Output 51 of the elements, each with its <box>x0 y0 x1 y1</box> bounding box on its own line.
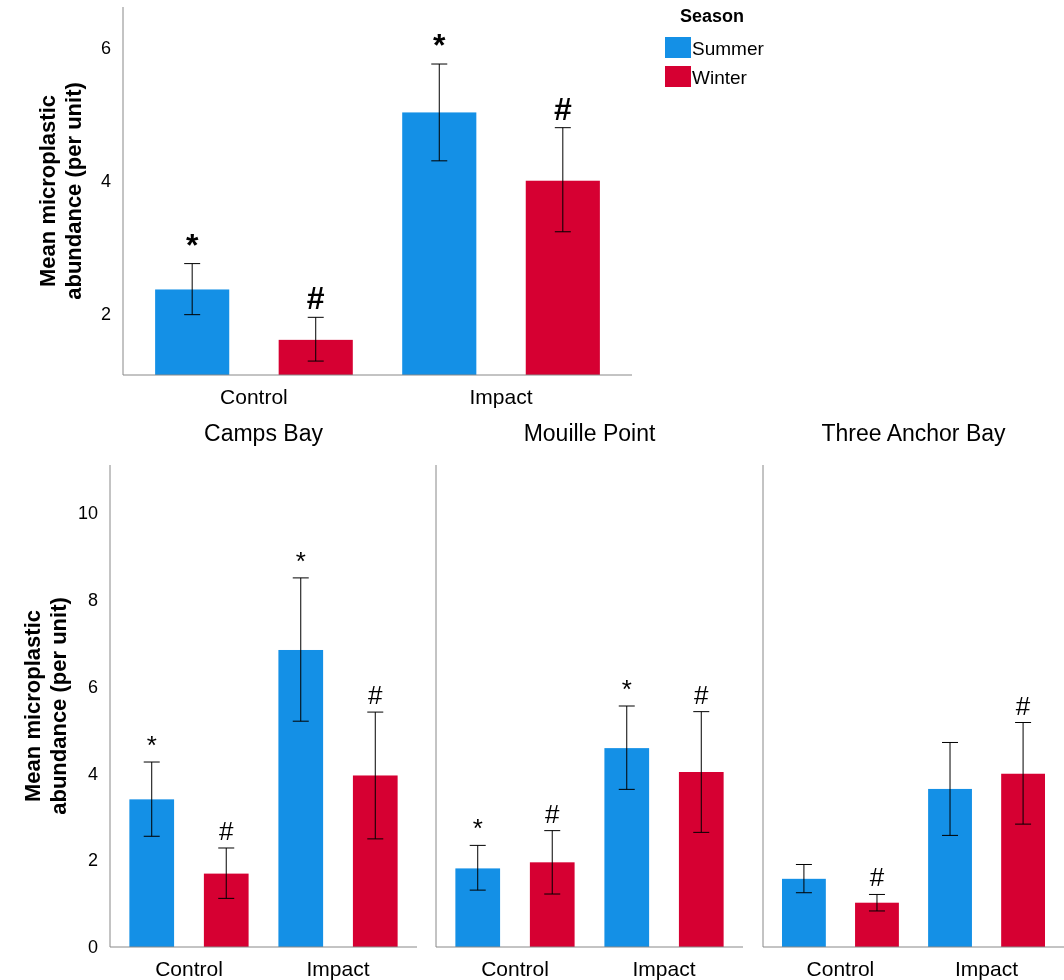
y-axis-title: Mean microplastic abundance (per unit) <box>35 82 86 300</box>
bar <box>604 748 650 947</box>
bar <box>1001 773 1045 947</box>
legend-label: Summer <box>692 37 765 59</box>
bar <box>203 873 249 947</box>
y-tick-label: 10 <box>77 503 98 524</box>
data-label: # <box>869 862 885 893</box>
y-tick-label: 4 <box>100 171 111 192</box>
y-tick-label: 2 <box>100 303 111 324</box>
bar <box>678 772 724 947</box>
bar <box>352 775 398 947</box>
legend-label: Winter <box>692 66 748 88</box>
bar <box>278 649 324 947</box>
y-axis-title: Mean microplastic abundance (per unit) <box>20 597 71 815</box>
data-label: # <box>368 680 384 711</box>
x-tick-label: Control <box>220 385 288 409</box>
x-tick-label: Control <box>806 957 875 980</box>
y-tick-label: 6 <box>100 38 111 59</box>
x-tick-label: Impact <box>469 385 533 409</box>
y-tick-label: 4 <box>87 763 98 784</box>
data-label: * <box>185 226 199 263</box>
data-label: # <box>694 679 710 710</box>
y-tick-label: 6 <box>87 676 98 697</box>
y-tick-label: 8 <box>87 589 98 610</box>
chart-title: Camps Bay <box>204 420 324 446</box>
bar <box>855 902 899 947</box>
chart-title: Mouille Point <box>523 420 656 446</box>
x-tick-label: Impact <box>632 957 696 980</box>
data-label: # <box>219 815 235 846</box>
legend-title: Season <box>680 6 745 26</box>
data-label: # <box>545 798 561 829</box>
bar <box>529 862 575 947</box>
y-tick-label: 2 <box>87 850 98 871</box>
y-tick-label: 0 <box>87 937 98 958</box>
data-label: * <box>146 730 157 761</box>
data-label: * <box>621 674 632 704</box>
data-label: # <box>1015 690 1031 721</box>
data-label: # <box>306 280 325 317</box>
bar <box>928 788 972 947</box>
bar <box>782 878 826 947</box>
x-tick-label: Control <box>481 957 549 980</box>
data-label: * <box>295 545 306 576</box>
bar <box>129 799 175 947</box>
x-tick-label: Impact <box>306 957 370 980</box>
data-label: * <box>472 813 483 844</box>
bar <box>455 868 501 947</box>
x-tick-label: Control <box>155 957 223 980</box>
data-label: # <box>553 90 572 127</box>
x-tick-label: Impact <box>955 957 1019 980</box>
data-label: * <box>433 27 447 64</box>
chart-title: Three Anchor Bay <box>821 420 1007 446</box>
